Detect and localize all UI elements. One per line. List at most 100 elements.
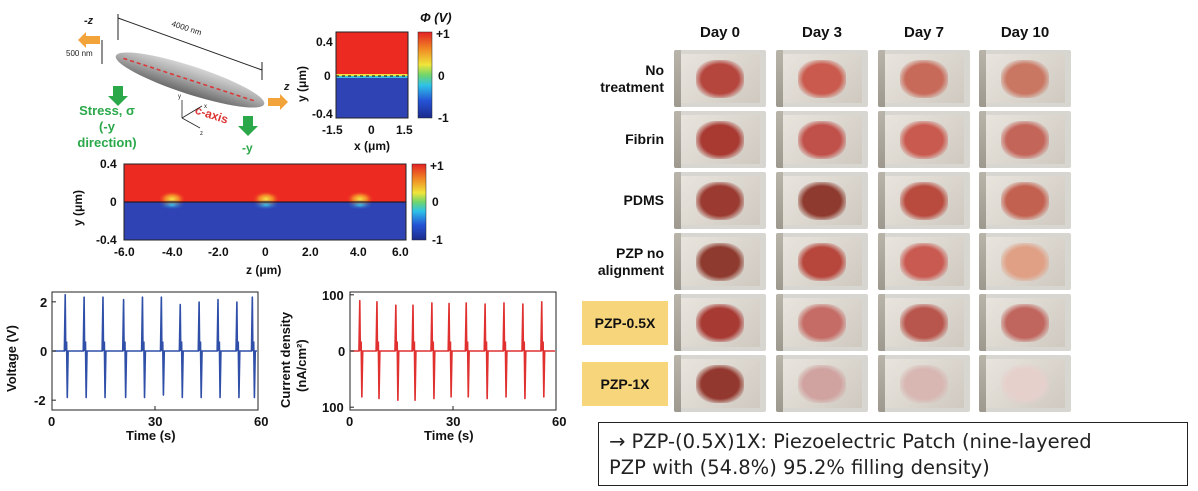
data-point-trough: [181, 397, 183, 399]
data-point-trough: [486, 398, 488, 400]
wound-photo: [979, 294, 1071, 351]
data-point-trough: [66, 397, 68, 399]
data-point-trough: [125, 397, 127, 399]
data-point-peak: [376, 300, 378, 303]
wound-photo: [776, 50, 868, 107]
data-point-peak: [141, 296, 144, 298]
wound-photo: [878, 50, 970, 107]
phi-colorbar-wide: [411, 163, 427, 241]
data-point-trough: [450, 396, 452, 398]
wound-photo: [979, 111, 1071, 168]
data-point-trough: [104, 397, 106, 399]
data-point-peak: [236, 301, 238, 303]
nanowire-schematic: 4000 nm 500 nm -z z c-axis -y x y z: [66, 14, 290, 155]
data-point-trough: [467, 396, 469, 398]
data-point-trough: [219, 397, 221, 399]
data-point-trough: [143, 397, 146, 399]
x-tick-label: 0: [346, 414, 353, 429]
x-tick: 4.0: [350, 245, 367, 259]
caption-line1: → PZP-(0.5X)1X: Piezoelectric Patch (nin…: [609, 430, 1092, 453]
data-point-peak: [102, 296, 104, 298]
cbar-tick: +1: [430, 159, 444, 173]
y-tick-label: 100: [322, 288, 344, 303]
stress-label-line3: direction): [77, 135, 137, 150]
c-axis-line: [123, 57, 257, 103]
x-axis-label: Time (s): [424, 428, 474, 443]
neg-y-arrow-icon: [238, 116, 258, 136]
x-axis-label: x (μm): [354, 139, 390, 153]
y-tick-label: 2: [40, 295, 47, 310]
row-label: PZP-1X: [582, 362, 668, 406]
x-axis-label: z (μm): [246, 263, 281, 277]
wound-photo: [878, 233, 970, 290]
data-point-trough: [543, 396, 545, 398]
y-axis-label-line2: (nA/cm²): [294, 339, 309, 392]
wound-photo: [674, 50, 766, 107]
data-point-peak: [412, 304, 414, 306]
data-point-peak: [179, 303, 181, 305]
column-header-day: Day 3: [801, 24, 843, 41]
data-point-trough: [414, 399, 416, 402]
y-tick: -0.4: [96, 233, 117, 247]
phi-map-wide: +1 0 -1 0.4 0 -0.4 -6.0 -4.0 -2.0 0 2.0 …: [71, 157, 444, 277]
data-point-trough: [524, 398, 526, 400]
z-label: z: [283, 81, 290, 93]
small-axis-x: x: [204, 104, 207, 110]
x-tick-label: 30: [446, 414, 460, 429]
small-axis-y: y: [178, 94, 181, 100]
length-label: 4000 nm: [170, 19, 203, 37]
phi-map-small: Φ (V) +1 0 -1 0.4 0 -0.4 -1.5 0 1.5 x (μ…: [296, 10, 452, 153]
row-label: No treatment: [600, 62, 664, 95]
series-line: [351, 300, 555, 401]
series-line: [53, 294, 257, 398]
data-point-peak: [395, 304, 397, 306]
x-tick: 1.5: [396, 123, 413, 137]
phi-colorbar-small: [417, 31, 433, 119]
wound-photo: [878, 172, 970, 229]
caption-line2: PZP with (54.8%) 95.2% filling density): [609, 456, 990, 479]
x-tick: 0: [262, 245, 269, 259]
x-tick: 6.0: [392, 245, 409, 259]
cbar-tick: 0: [438, 69, 445, 83]
y-tick: 0.4: [316, 35, 333, 49]
x-tick: -6.0: [114, 245, 135, 259]
x-tick-label: 60: [552, 414, 566, 429]
wound-photo: [776, 233, 868, 290]
data-point-trough: [397, 399, 399, 402]
y-axis-label: y (μm): [296, 66, 309, 102]
data-point-peak: [541, 300, 543, 303]
cbar-tick: 0: [432, 195, 439, 209]
c-axis-label: c-axis: [193, 103, 230, 127]
data-point-peak: [465, 302, 467, 304]
row-label: Fibrin: [625, 131, 664, 147]
data-point-peak: [503, 302, 505, 304]
x-tick-label: 30: [148, 414, 162, 429]
data-point-peak: [359, 299, 361, 302]
y-tick-label: 100: [322, 400, 344, 415]
wound-photo: [878, 355, 970, 412]
data-point-peak: [448, 302, 450, 304]
y-tick: -0.4: [312, 107, 333, 121]
row-label: PZP-0.5X: [582, 301, 668, 345]
phi-map-upper: [336, 32, 408, 76]
y-axis-label-line1: Current density: [278, 311, 293, 408]
wound-photo: [674, 172, 766, 229]
phi-map-lower: [336, 76, 408, 118]
y-tick: 0: [110, 195, 117, 209]
wound-photo: [979, 355, 1071, 412]
x-tick: -4.0: [162, 245, 183, 259]
wound-photo: [776, 111, 868, 168]
phi-title: Φ (V): [420, 10, 452, 25]
y-tick-label: 0: [40, 344, 47, 359]
wound-photo: [776, 294, 868, 351]
small-axis-z: z: [200, 131, 203, 137]
data-point-peak: [251, 296, 253, 298]
data-point-peak: [64, 293, 66, 296]
neg-y-label: -y: [242, 141, 253, 155]
data-point-trough: [162, 394, 165, 396]
y-tick-label: -2: [34, 393, 46, 408]
caption-box: → PZP-(0.5X)1X: Piezoelectric Patch (nin…: [598, 422, 1188, 486]
wound-photo: [776, 172, 868, 229]
